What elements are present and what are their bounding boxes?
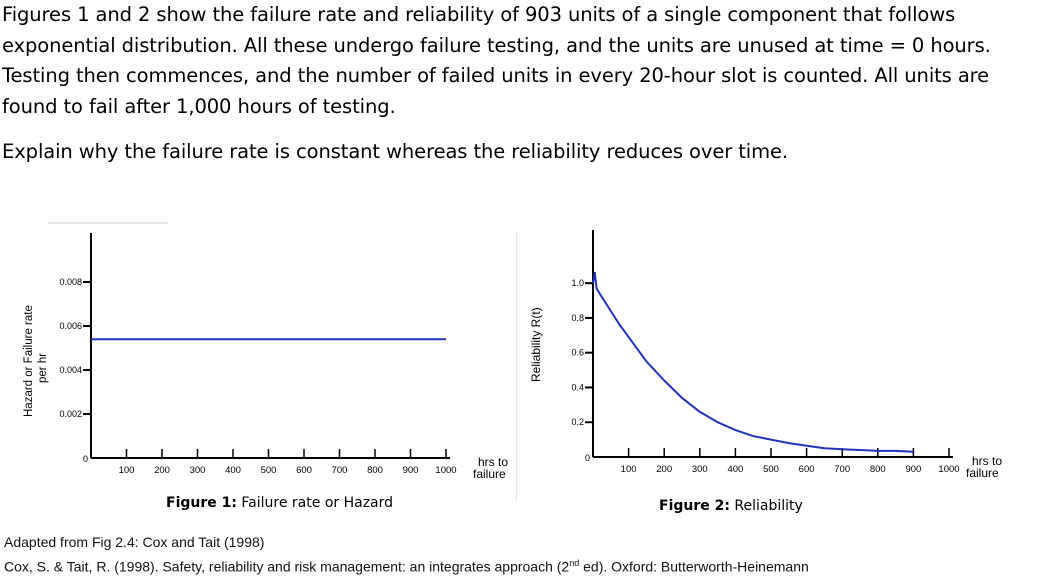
intro-line-2: exponential distribution. All these unde… xyxy=(2,33,991,57)
fig1-y-tick-label: 0.004 xyxy=(59,365,82,375)
adapted-credit: Adapted from Fig 2.4: Cox and Tait (1998… xyxy=(4,534,265,550)
question-text: Explain why the failure rate is constant… xyxy=(2,140,788,163)
figure-1-chart: Hazard or Failure rate per hr 0 100 200 300… xyxy=(23,222,508,481)
fig1-x-tick-label: 500 xyxy=(261,465,277,476)
fig1-x-tick-label: 600 xyxy=(296,465,312,476)
fig2-x-tick-label: 200 xyxy=(656,464,672,475)
reference-text-after: ed). Oxford: Butterworth-Heinemann xyxy=(579,558,809,575)
figure-1-caption: Figure 1: Failure rate or Hazard xyxy=(166,495,393,511)
fig2-y-tick-label: 0.4 xyxy=(571,382,584,392)
fig1-y-tick-label: 0.006 xyxy=(59,321,82,331)
fig2-xlabel-line1: hrs to xyxy=(972,454,1002,468)
intro-line-4: found to fail after 1,000 hours of testi… xyxy=(2,94,396,118)
fig2-y-tick-label: 0.6 xyxy=(571,348,584,358)
figure-2-chart: Reliability R(t) 0 100 200 300 400 500 600 700 8… xyxy=(516,230,1002,502)
reference-superscript: nd xyxy=(569,558,580,568)
figure-1-caption-text: Failure rate or Hazard xyxy=(236,495,394,511)
fig2-series-line xyxy=(592,271,914,453)
fig1-x-tick-label: 1000 xyxy=(435,465,456,476)
fig1-x-tick-label: 900 xyxy=(403,465,419,476)
fig2-x-tick-label: 300 xyxy=(692,464,708,475)
intro-line-1: Figures 1 and 2 show the failure rate an… xyxy=(2,3,956,26)
fig1-ylabel-line1: Hazard or Failure rate xyxy=(23,305,35,417)
fig2-x-tick-label: 900 xyxy=(905,464,921,475)
reference-citation: Cox, S. & Tait, R. (1998). Safety, relia… xyxy=(4,558,809,575)
fig1-x-tick-label: 100 xyxy=(119,465,135,476)
fig1-x-tick-label: 200 xyxy=(154,465,170,476)
fig1-x-tick-label: 800 xyxy=(367,465,383,476)
fig2-y-tick-label: 0.8 xyxy=(571,313,584,323)
figure-1-caption-bold: Figure 1: xyxy=(166,495,237,511)
fig2-x-tick-label: 600 xyxy=(799,464,815,475)
fig2-y-tick-label: 0.2 xyxy=(571,417,584,427)
fig1-x-tick-label: 300 xyxy=(190,465,206,476)
fig2-xlabel-line2: failure xyxy=(966,466,999,480)
fig2-y-tick-label: 1.0 xyxy=(571,278,584,288)
fig1-ylabel-line2: per hr xyxy=(37,353,49,383)
reference-text-before: Cox, S. & Tait, R. (1998). Safety, relia… xyxy=(4,558,570,575)
fig1-y-tick-label: 0.008 xyxy=(59,277,82,287)
fig2-x-tick-label: 100 xyxy=(621,464,637,475)
fig1-y-tick-label: 0.002 xyxy=(59,409,82,419)
figure-2-caption: Figure 2: Reliability xyxy=(659,498,803,514)
fig2-ylabel: Reliability R(t) xyxy=(529,307,543,382)
fig1-xlabel-line2: failure xyxy=(473,467,506,481)
fig2-x-tick-label: 500 xyxy=(763,464,779,475)
intro-line-3: Testing then commences, and the number o… xyxy=(2,64,990,88)
fig2-x-tick-label: 400 xyxy=(727,464,743,475)
fig2-x-tick-label: 1000 xyxy=(938,464,959,475)
fig1-x-tick-label: 400 xyxy=(225,465,241,476)
fig1-x-tick-label: 700 xyxy=(332,465,348,476)
figure-2-caption-bold: Figure 2: xyxy=(659,498,730,514)
fig1-origin-label: 0 xyxy=(83,454,88,464)
fig1-xlabel-line1: hrs to xyxy=(478,455,508,469)
figure-2-caption-text: Reliability xyxy=(729,498,803,514)
fig2-x-tick-label: 700 xyxy=(834,464,850,475)
fig2-x-tick-label: 800 xyxy=(870,464,886,475)
fig2-origin-label: 0 xyxy=(585,453,590,463)
